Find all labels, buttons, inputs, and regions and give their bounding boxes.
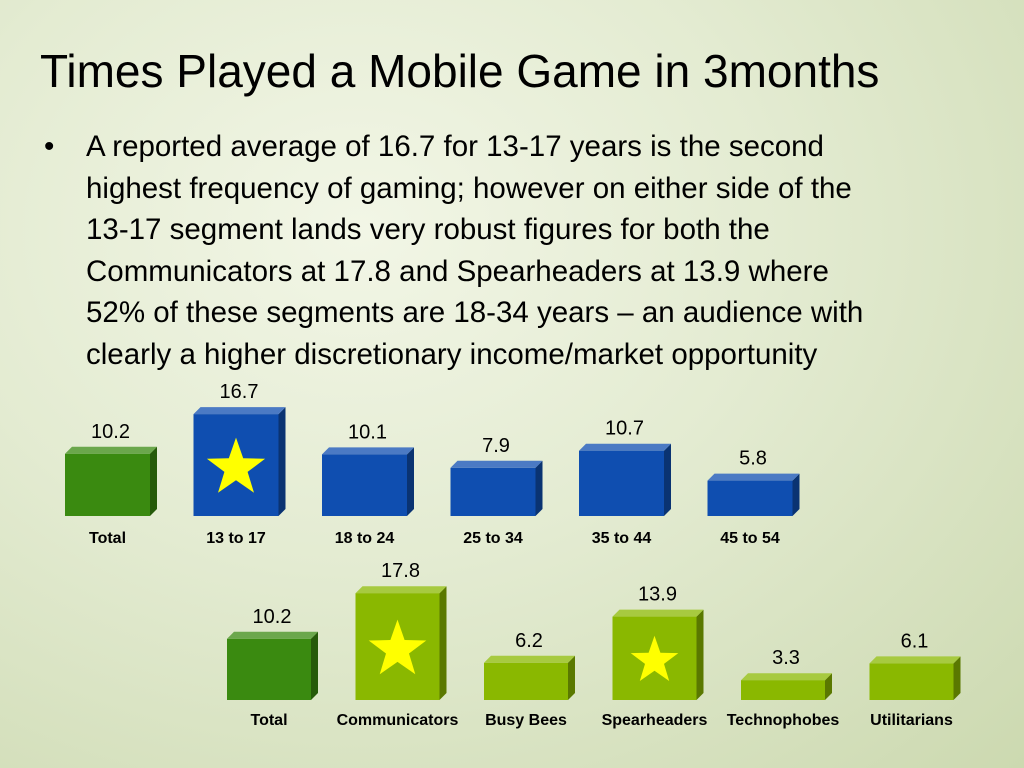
bar-group: 17.8 Communicators bbox=[337, 560, 459, 729]
category-label: Spearheaders bbox=[602, 712, 708, 729]
bar-top bbox=[579, 443, 671, 451]
data-label: 10.7 bbox=[605, 418, 644, 440]
bar-top bbox=[484, 655, 575, 663]
category-label: Total bbox=[89, 530, 126, 547]
data-label: 6.2 bbox=[515, 630, 543, 652]
bar-group: 10.7 35 to 44 bbox=[579, 418, 671, 547]
bullet-line: Communicators at 17.8 and Spearheaders a… bbox=[86, 254, 829, 288]
bar-top bbox=[450, 460, 543, 468]
bar-side bbox=[792, 473, 800, 516]
bar-side bbox=[953, 656, 961, 700]
data-label: 7.9 bbox=[482, 435, 510, 457]
data-label: 13.9 bbox=[638, 584, 677, 606]
bar-group: 7.9 25 to 34 bbox=[450, 435, 543, 547]
bar bbox=[65, 453, 150, 516]
bar-top bbox=[227, 631, 318, 639]
bar-group: 3.3 Technophobes bbox=[727, 647, 840, 729]
bar-side bbox=[825, 673, 832, 700]
bullet-marker: • bbox=[44, 130, 55, 163]
bar bbox=[322, 454, 407, 516]
bullet-text: A reported average of 16.7 for 13-17 yea… bbox=[86, 126, 1004, 375]
bar-group: 10.2 Total bbox=[65, 421, 157, 547]
category-label: 45 to 54 bbox=[720, 530, 780, 547]
bar-top bbox=[193, 407, 286, 415]
bar-side bbox=[696, 609, 704, 700]
category-label: 35 to 44 bbox=[592, 530, 652, 547]
category-label: Busy Bees bbox=[485, 712, 567, 729]
bar-side bbox=[150, 446, 157, 516]
data-label: 5.8 bbox=[739, 448, 767, 470]
star-icon bbox=[206, 437, 266, 493]
category-label: Total bbox=[250, 712, 287, 729]
data-label: 17.8 bbox=[381, 560, 420, 582]
star-icon bbox=[630, 635, 679, 681]
bar bbox=[484, 662, 568, 700]
bullet-line: clearly a higher discretionary income/ma… bbox=[86, 337, 818, 371]
bullet-line: A reported average of 16.7 for 13-17 yea… bbox=[86, 130, 824, 163]
bar-group: 5.8 45 to 54 bbox=[707, 448, 800, 547]
data-label: 10.2 bbox=[91, 421, 130, 443]
bar bbox=[227, 638, 311, 700]
data-label: 16.7 bbox=[220, 381, 259, 403]
bar-top bbox=[741, 673, 832, 681]
bar-top bbox=[869, 656, 961, 664]
star-icon bbox=[368, 619, 427, 675]
bullet-line: highest frequency of gaming; however on … bbox=[86, 171, 852, 205]
bar-side bbox=[568, 655, 575, 700]
data-label: 10.2 bbox=[253, 606, 292, 628]
bar-side bbox=[664, 443, 671, 516]
bar-group: 10.2 Total bbox=[227, 606, 318, 729]
bar-top bbox=[707, 473, 800, 481]
bar-side bbox=[311, 631, 318, 700]
bar-top bbox=[65, 446, 157, 454]
bar bbox=[579, 450, 664, 516]
category-label: 25 to 34 bbox=[463, 530, 523, 547]
bar-top bbox=[322, 447, 414, 455]
bullet-point: • A reported average of 16.7 for 13-17 y… bbox=[44, 126, 1004, 375]
bar bbox=[450, 467, 536, 516]
bar bbox=[707, 480, 793, 516]
category-label: Technophobes bbox=[727, 712, 840, 729]
bullet-line: 13-17 segment lands very robust figures … bbox=[86, 213, 770, 246]
bar-group: 13.9 Spearheaders bbox=[602, 584, 708, 729]
category-label: Communicators bbox=[337, 712, 459, 729]
bar-group: 16.7 13 to 17 bbox=[193, 381, 286, 547]
bar bbox=[741, 680, 825, 700]
bar-side bbox=[278, 407, 286, 516]
bar-side bbox=[535, 460, 543, 516]
bar-side bbox=[407, 447, 414, 516]
bar-top bbox=[612, 609, 704, 617]
bar-side bbox=[439, 586, 447, 700]
bullet-line: 52% of these segments are 18-34 years – … bbox=[86, 296, 864, 329]
data-label: 6.1 bbox=[901, 630, 929, 652]
page-title: Times Played a Mobile Game in 3months bbox=[40, 45, 880, 97]
category-label: 18 to 24 bbox=[335, 530, 395, 547]
bar-group: 6.1 Utilitarians bbox=[869, 630, 961, 729]
bar-group: 6.2 Busy Bees bbox=[484, 630, 575, 729]
category-label: Utilitarians bbox=[870, 712, 953, 729]
bar bbox=[869, 663, 954, 700]
bar-top bbox=[355, 586, 447, 594]
data-label: 3.3 bbox=[772, 647, 800, 669]
data-label: 10.1 bbox=[348, 421, 387, 443]
bar-group: 10.1 18 to 24 bbox=[322, 421, 414, 547]
category-label: 13 to 17 bbox=[206, 530, 266, 547]
